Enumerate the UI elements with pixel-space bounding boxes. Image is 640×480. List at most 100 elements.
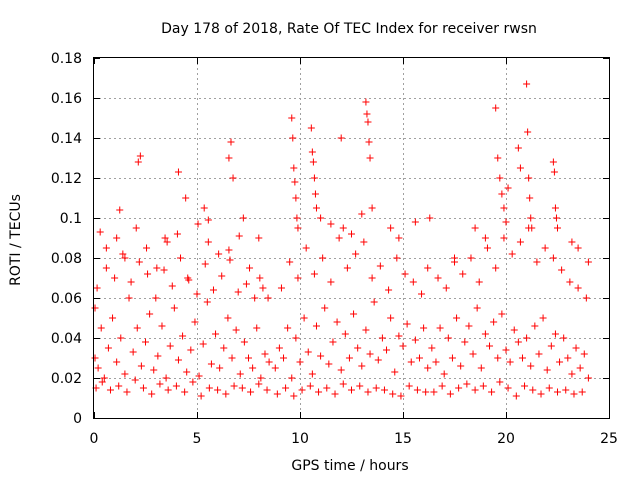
data-point [442, 284, 450, 292]
data-point [232, 326, 240, 334]
data-point [409, 278, 417, 286]
data-point [207, 360, 215, 368]
data-point [360, 238, 368, 246]
data-point [502, 346, 510, 354]
data-point [154, 352, 162, 360]
data-point [228, 354, 236, 362]
data-point [136, 152, 144, 160]
data-point [549, 158, 557, 166]
data-point [363, 110, 371, 118]
data-point [504, 384, 512, 392]
data-point [488, 388, 496, 396]
data-point [307, 124, 315, 132]
data-point [496, 174, 504, 182]
data-point [527, 362, 535, 370]
data-point [317, 352, 325, 360]
data-point [492, 104, 500, 112]
data-point [358, 362, 366, 370]
data-point [212, 330, 220, 338]
data-point [179, 332, 187, 340]
data-point [121, 254, 129, 262]
data-point [293, 214, 301, 222]
data-point [135, 258, 143, 266]
data-point [187, 346, 195, 354]
data-point [479, 382, 487, 390]
data-point [132, 224, 140, 232]
data-point [312, 322, 320, 330]
data-point [339, 224, 347, 232]
data-point [403, 320, 411, 328]
data-point [354, 344, 362, 352]
data-point [148, 390, 156, 398]
data-point [395, 332, 403, 340]
data-point [312, 204, 320, 212]
data-point [246, 264, 254, 272]
data-point [547, 342, 555, 350]
data-point [329, 338, 337, 346]
data-point [451, 254, 458, 262]
data-point [551, 330, 559, 338]
data-point [352, 250, 360, 258]
data-point [302, 244, 310, 252]
data-point [129, 348, 137, 356]
data-point [249, 364, 257, 372]
data-point [521, 382, 529, 390]
data-point [477, 364, 485, 372]
data-point [498, 310, 506, 318]
data-point [566, 278, 574, 286]
data-point [226, 256, 234, 264]
data-point [554, 388, 561, 396]
data-point [288, 114, 296, 122]
data-point [535, 350, 543, 358]
data-point [294, 274, 302, 282]
data-point [552, 214, 560, 222]
data-point [541, 244, 549, 252]
y-tick-label: 0.16 [51, 91, 82, 107]
x-tick-label: 5 [193, 431, 202, 447]
data-point [467, 254, 475, 262]
data-point [335, 234, 343, 242]
data-point [296, 358, 304, 366]
data-point [134, 158, 142, 166]
data-point [143, 244, 151, 252]
data-point [568, 238, 576, 246]
data-point [527, 214, 535, 222]
data-point [273, 390, 281, 398]
data-point [568, 370, 576, 378]
data-point [181, 388, 189, 396]
data-point [473, 304, 481, 312]
data-point [376, 262, 384, 270]
data-point [162, 374, 170, 382]
data-point [560, 334, 568, 342]
data-point [174, 168, 182, 176]
data-point [446, 390, 454, 398]
x-axis-label: GPS time / hours [291, 458, 408, 474]
data-point [265, 358, 273, 366]
data-point [311, 190, 319, 198]
data-point [502, 218, 510, 226]
data-point [204, 238, 212, 246]
data-point [298, 386, 306, 394]
data-point [420, 324, 428, 332]
data-point [308, 148, 316, 156]
y-tick-label: 0.12 [51, 171, 82, 187]
data-point [570, 390, 578, 398]
data-point [306, 382, 314, 390]
data-point [291, 178, 299, 186]
data-point [257, 374, 265, 382]
data-point [255, 234, 263, 242]
data-point [93, 284, 101, 292]
data-point [127, 278, 135, 286]
data-point [526, 194, 534, 202]
data-point [222, 390, 230, 398]
data-point [125, 294, 133, 302]
data-point [576, 364, 584, 372]
data-point [432, 358, 440, 366]
data-point [204, 216, 212, 224]
data-point [368, 274, 376, 282]
data-point [365, 138, 373, 146]
data-point [91, 354, 99, 362]
data-point [142, 338, 149, 346]
data-point [580, 350, 588, 358]
